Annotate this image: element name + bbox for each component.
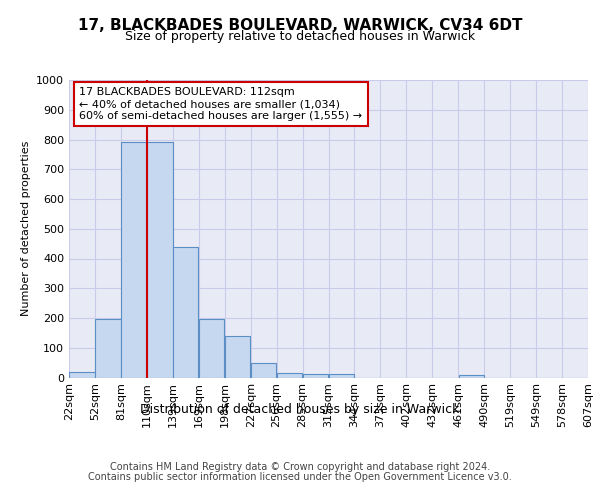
Text: Distribution of detached houses by size in Warwick: Distribution of detached houses by size … [140, 402, 460, 415]
Bar [225, 336, 250, 378]
Text: Size of property relative to detached houses in Warwick: Size of property relative to detached ho… [125, 30, 475, 43]
Text: 17 BLACKBADES BOULEVARD: 112sqm
← 40% of detached houses are smaller (1,034)
60%: 17 BLACKBADES BOULEVARD: 112sqm ← 40% of… [79, 88, 362, 120]
Bar [199, 320, 224, 378]
Text: Contains HM Land Registry data © Crown copyright and database right 2024.: Contains HM Land Registry data © Crown c… [110, 462, 490, 472]
Y-axis label: Number of detached properties: Number of detached properties [20, 141, 31, 316]
Bar [95, 320, 121, 378]
Bar [303, 374, 328, 378]
Bar [458, 374, 484, 378]
Bar [251, 362, 277, 378]
Bar [69, 372, 95, 378]
Bar [277, 373, 302, 378]
Bar [329, 374, 354, 378]
Bar [121, 142, 146, 378]
Bar [147, 142, 173, 378]
Text: 17, BLACKBADES BOULEVARD, WARWICK, CV34 6DT: 17, BLACKBADES BOULEVARD, WARWICK, CV34 … [78, 18, 522, 32]
Bar [173, 246, 199, 378]
Text: Contains public sector information licensed under the Open Government Licence v3: Contains public sector information licen… [88, 472, 512, 482]
